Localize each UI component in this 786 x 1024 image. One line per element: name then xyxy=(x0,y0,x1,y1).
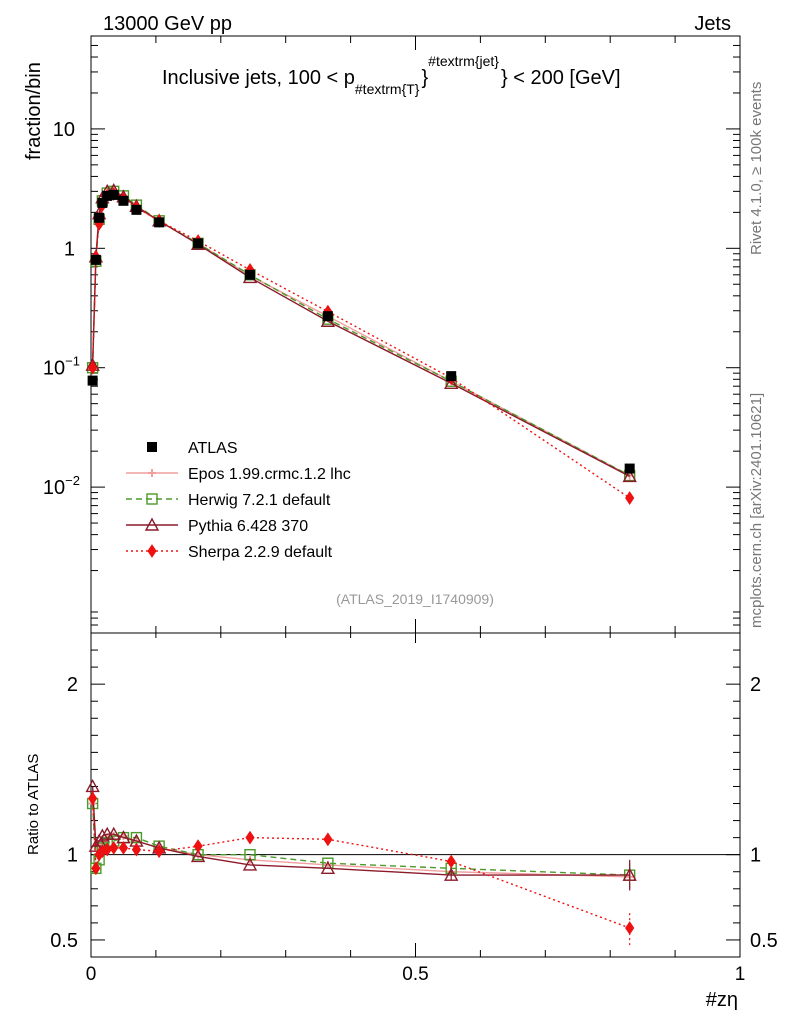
atlas-data-point xyxy=(624,463,635,474)
legend-marker-2 xyxy=(146,493,158,505)
ratio-point-2 xyxy=(95,828,110,842)
atlas-data-point xyxy=(131,204,142,215)
ratio-line-3 xyxy=(91,798,630,929)
series-point-3 xyxy=(88,360,98,375)
ratio-ylabel: Ratio to ATLAS xyxy=(25,754,42,855)
y-tick-label: 10 xyxy=(53,119,75,141)
title-superscript: #textrm{jet} xyxy=(428,53,499,69)
atlas-data-point xyxy=(108,189,119,200)
ratio-point-2 xyxy=(190,848,206,863)
title-subscript: #textrm{T} xyxy=(355,81,420,97)
atlas-data-point xyxy=(154,217,165,228)
ratio-point-3 xyxy=(446,854,456,869)
ratio-tick-label-right: 1 xyxy=(750,845,761,867)
legend-label-0: ATLAS xyxy=(188,440,238,457)
atlas-data-point xyxy=(322,311,333,322)
legend-marker-4 xyxy=(147,544,157,558)
y-tick-label: 10−1 xyxy=(43,354,80,380)
legend-label-2: Herwig 7.2.1 default xyxy=(188,492,331,509)
main-ylabel: fraction/bin xyxy=(23,62,45,160)
title-pre: Inclusive jets, 100 < p xyxy=(162,67,355,89)
ratio-plot-frame xyxy=(90,632,741,958)
ratio-point-2 xyxy=(444,867,459,881)
mcplots-label: mcplots.cern.ch [arXiv:2401.10621] xyxy=(748,393,765,628)
legend-label-3: Pythia 6.428 370 xyxy=(188,518,308,535)
atlas-data-point xyxy=(97,197,108,208)
ratio-point-3 xyxy=(109,840,119,855)
legend-marker-0 xyxy=(147,442,157,452)
atlas-data-point xyxy=(102,190,113,201)
ratio-point-3 xyxy=(88,791,98,806)
legend-label-4: Sherpa 2.2.9 default xyxy=(188,544,333,561)
ratio-line-2 xyxy=(91,786,630,876)
x-tick-label: 1 xyxy=(735,964,746,985)
atlas-data-point xyxy=(87,375,98,386)
ratio-plot-marks xyxy=(85,779,637,946)
legend-marker-1 xyxy=(148,469,156,477)
legend-marker-3 xyxy=(144,517,160,531)
ratio-point-3 xyxy=(193,839,203,854)
ratio-point-2 xyxy=(622,867,637,881)
ratio-point-3 xyxy=(323,832,333,847)
title-post: } < 200 [GeV] xyxy=(501,67,621,89)
atlas-data-point xyxy=(193,238,204,249)
ratio-tick-label-left: 1 xyxy=(67,845,78,867)
series-line-3 xyxy=(91,193,631,499)
ratio-line-0 xyxy=(91,803,630,878)
ratio-point-2 xyxy=(320,860,336,875)
legend-label-1: Epos 1.99.crmc.1.2 lhc xyxy=(188,466,351,483)
ratio-tick-label-right: 0.5 xyxy=(750,930,778,952)
y-tick-label: 10−2 xyxy=(43,473,80,499)
main-plot-marks xyxy=(85,183,637,505)
ratio-point-3 xyxy=(245,830,255,845)
ratio-tick-label-left: 0.5 xyxy=(50,930,78,952)
x-tick-label: 0 xyxy=(86,964,97,985)
ratio-point-3 xyxy=(91,861,101,876)
y-tick-label: 1 xyxy=(64,238,75,260)
ratio-point-1 xyxy=(130,831,143,844)
process-label: Jets xyxy=(694,13,731,35)
xlabel: #zη xyxy=(706,989,738,1011)
ratio-line-1 xyxy=(91,803,630,876)
atlas-data-point xyxy=(90,254,101,265)
atlas-data-point xyxy=(245,269,256,280)
x-tick-label: 0.5 xyxy=(402,964,428,985)
plot-title: Inclusive jets, 100 < p#textrm{T}}#textr… xyxy=(162,53,621,97)
series-point-2 xyxy=(622,468,637,483)
legend: ATLAS Epos 1.99.crmc.1.2 lhc Herwig 7.2.1 … xyxy=(126,440,351,561)
ratio-point-2 xyxy=(106,826,121,840)
series-point-3 xyxy=(625,491,635,505)
ratio-tick-label-left: 2 xyxy=(67,674,78,696)
series-point-2 xyxy=(444,375,459,390)
analysis-watermark: (ATLAS_2019_I1740909) xyxy=(336,591,494,607)
atlas-data-point xyxy=(94,212,105,223)
ratio-point-2 xyxy=(85,779,100,793)
ratio-tick-label-right: 2 xyxy=(750,674,761,696)
energy-label: 13000 GeV pp xyxy=(103,13,232,35)
ratio-point-3 xyxy=(625,921,635,935)
ratio-point-2 xyxy=(242,857,258,871)
rivet-version-label: Rivet 4.1.0, ≥ 100k events xyxy=(748,82,765,255)
title-brace: } xyxy=(421,67,428,89)
ratio-point-3 xyxy=(154,844,164,859)
atlas-data-point xyxy=(118,195,129,206)
ratio-point-3 xyxy=(131,842,142,857)
atlas-data-point xyxy=(446,371,457,382)
ratio-point-3 xyxy=(118,840,129,855)
